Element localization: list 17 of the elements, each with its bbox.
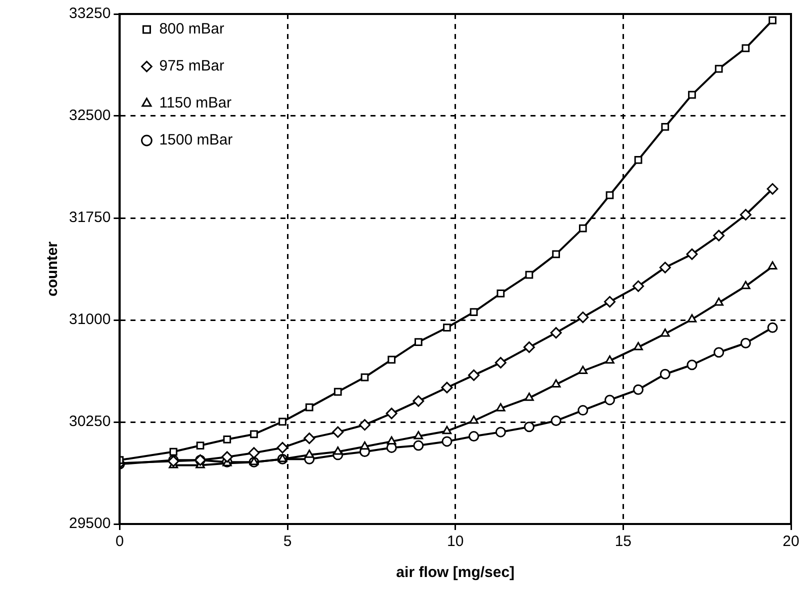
legend-label: 975 mBar xyxy=(159,58,224,75)
y-tick-label: 29500 xyxy=(68,515,111,532)
x-tick-label: 20 xyxy=(782,533,800,550)
y-tick-label: 32500 xyxy=(68,107,111,124)
x-tick-label: 5 xyxy=(283,533,292,550)
legend-label: 1150 mBar xyxy=(159,94,232,112)
y-tick-label: 33250 xyxy=(68,5,111,22)
legend-label: 800 mBar xyxy=(159,20,224,38)
x-tick-label: 15 xyxy=(614,533,632,550)
x-tick-label: 0 xyxy=(116,533,124,550)
y-tick-label: 31000 xyxy=(68,311,111,328)
y-tick-label: 30250 xyxy=(68,413,111,430)
y-tick-label: 31750 xyxy=(68,209,111,226)
y-axis-title: counter xyxy=(44,241,62,297)
x-tick-label: 10 xyxy=(447,533,464,550)
x-axis-title: air flow [mg/sec] xyxy=(396,564,515,582)
legend-label: 1500 mBar xyxy=(159,132,233,149)
